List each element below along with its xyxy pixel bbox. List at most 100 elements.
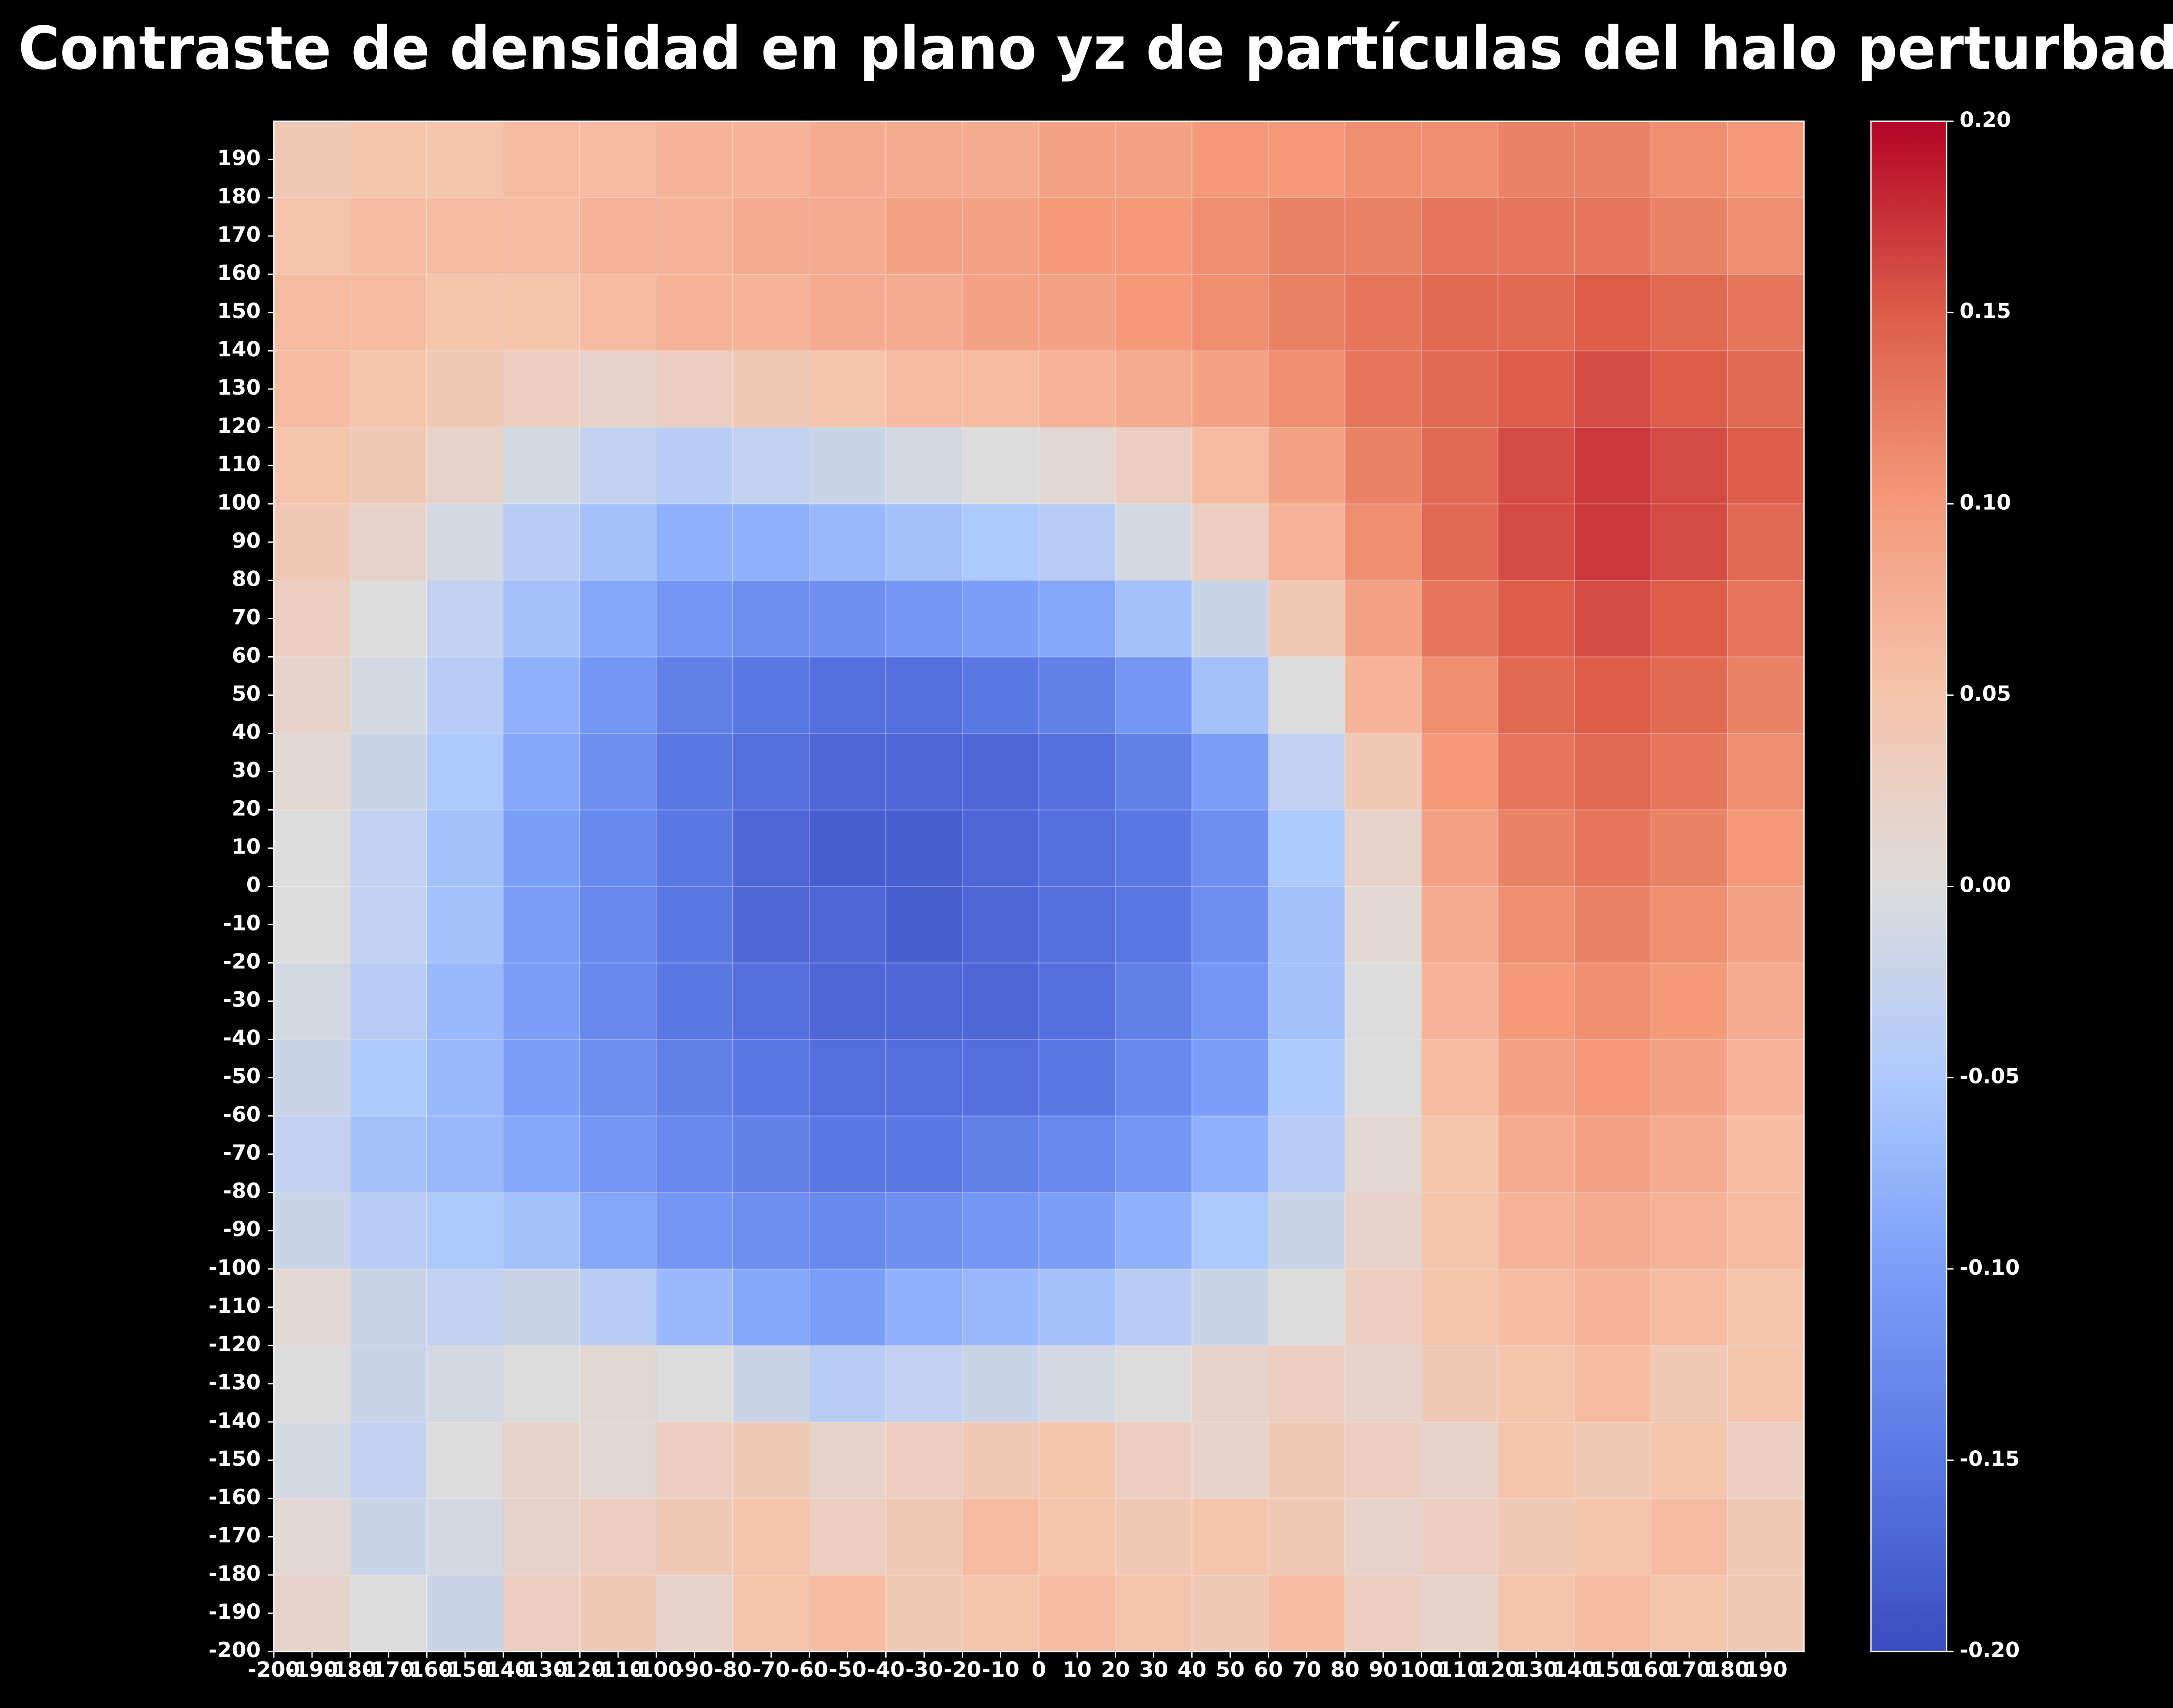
heatmap-cell: [1650, 197, 1728, 275]
x-tick-label: 0: [1032, 1658, 1046, 1682]
heatmap-cell: [503, 1192, 581, 1269]
heatmap-cell: [503, 886, 581, 964]
heatmap-cell: [350, 1498, 428, 1575]
heatmap-cell: [273, 886, 351, 964]
heatmap-cell: [426, 1115, 504, 1193]
heatmap-cell: [1115, 1498, 1193, 1575]
heatmap-cell: [503, 1421, 581, 1499]
heatmap-cell: [1650, 350, 1728, 428]
heatmap-cell: [426, 197, 504, 275]
heatmap-cell: [426, 733, 504, 811]
heatmap-cell: [1268, 1268, 1346, 1346]
x-tick-label: -140: [477, 1658, 529, 1682]
heatmap-cell: [1038, 427, 1116, 505]
heatmap-cell: [885, 503, 963, 581]
heatmap-cell: [579, 962, 657, 1040]
heatmap-cell: [732, 1039, 810, 1117]
heatmap-cell: [809, 656, 887, 734]
heatmap-cell: [503, 580, 581, 658]
heatmap-cell: [273, 1192, 351, 1269]
heatmap-cell: [1191, 886, 1269, 964]
heatmap-cell: [656, 733, 734, 811]
heatmap-cell: [503, 197, 581, 275]
heatmap-cell: [579, 809, 657, 887]
heatmap-cell: [1727, 962, 1804, 1040]
heatmap-cell: [1574, 1039, 1651, 1117]
heatmap-cell: [809, 1192, 887, 1269]
y-tick-label: -10: [223, 911, 261, 936]
heatmap-cell: [1038, 197, 1116, 275]
heatmap-cell: [1344, 809, 1422, 887]
heatmap-cell: [350, 274, 428, 352]
heatmap-cell: [350, 1421, 428, 1499]
heatmap-cell: [1344, 274, 1422, 352]
heatmap-cell: [273, 733, 351, 811]
y-tick-label: 50: [232, 681, 261, 706]
heatmap-cell: [1497, 580, 1575, 658]
heatmap-cell: [426, 1421, 504, 1499]
x-tick-label: 180: [1706, 1658, 1749, 1682]
heatmap-cell: [732, 121, 810, 199]
y-tick-label: -20: [223, 950, 261, 974]
heatmap-cell: [1115, 1345, 1193, 1422]
heatmap-cell: [1191, 809, 1269, 887]
heatmap-cell: [809, 733, 887, 811]
heatmap-cell: [1191, 427, 1269, 505]
heatmap-cell: [656, 1268, 734, 1346]
colorbar: [1870, 120, 1947, 1652]
heatmap-cell: [426, 886, 504, 964]
colorbar-tick-label: 0.15: [1960, 299, 2011, 323]
heatmap-cell: [1497, 350, 1575, 428]
heatmap-cell: [809, 274, 887, 352]
heatmap-cell: [885, 656, 963, 734]
heatmap-cell: [1115, 656, 1193, 734]
heatmap-cell: [1421, 1039, 1499, 1117]
colorbar-tick-label: -0.15: [1960, 1447, 2020, 1471]
heatmap-cell: [1574, 1574, 1651, 1652]
heatmap-cell: [885, 809, 963, 887]
heatmap-cell: [426, 1268, 504, 1346]
heatmap-cell: [1574, 503, 1651, 581]
heatmap-cell: [1421, 733, 1499, 811]
heatmap-cell: [1191, 1115, 1269, 1193]
heatmap-cell: [1344, 197, 1422, 275]
x-tick-label: -90: [676, 1658, 714, 1682]
heatmap-cell: [1421, 503, 1499, 581]
heatmap-cell: [579, 121, 657, 199]
heatmap-cell: [1038, 656, 1116, 734]
heatmap-cell: [273, 1345, 351, 1422]
y-tick-label: -100: [209, 1256, 261, 1280]
heatmap-cell: [732, 274, 810, 352]
heatmap-cell: [885, 197, 963, 275]
heatmap-cell: [962, 580, 1040, 658]
heatmap-cell: [1421, 1115, 1499, 1193]
heatmap-cell: [1038, 121, 1116, 199]
x-tick-label: 130: [1515, 1658, 1558, 1682]
heatmap-cell: [350, 1574, 428, 1652]
heatmap-cell: [1268, 580, 1346, 658]
heatmap-cell: [1497, 503, 1575, 581]
heatmap-cell: [1497, 1192, 1575, 1269]
heatmap-cell: [1727, 656, 1804, 734]
heatmap-cell: [1344, 962, 1422, 1040]
heatmap-cell: [426, 962, 504, 1040]
x-tick-label: -120: [554, 1658, 606, 1682]
heatmap-cell: [1650, 733, 1728, 811]
y-tick-label: -140: [209, 1409, 261, 1433]
heatmap-cell: [1497, 656, 1575, 734]
colorbar-tick-label: 0.05: [1960, 681, 2011, 706]
heatmap-cell: [1191, 962, 1269, 1040]
heatmap-cell: [885, 1115, 963, 1193]
x-tick-label: 160: [1629, 1658, 1673, 1682]
heatmap-cell: [962, 121, 1040, 199]
heatmap-cell: [1344, 580, 1422, 658]
heatmap-cell: [1038, 274, 1116, 352]
heatmap-cell: [273, 121, 351, 199]
heatmap-cell: [1650, 809, 1728, 887]
heatmap-cell: [350, 121, 428, 199]
heatmap-cell: [809, 1268, 887, 1346]
heatmap-cell: [1650, 1192, 1728, 1269]
heatmap-cell: [1344, 503, 1422, 581]
y-tick-label: -90: [223, 1217, 261, 1242]
heatmap-cell: [1650, 1115, 1728, 1193]
